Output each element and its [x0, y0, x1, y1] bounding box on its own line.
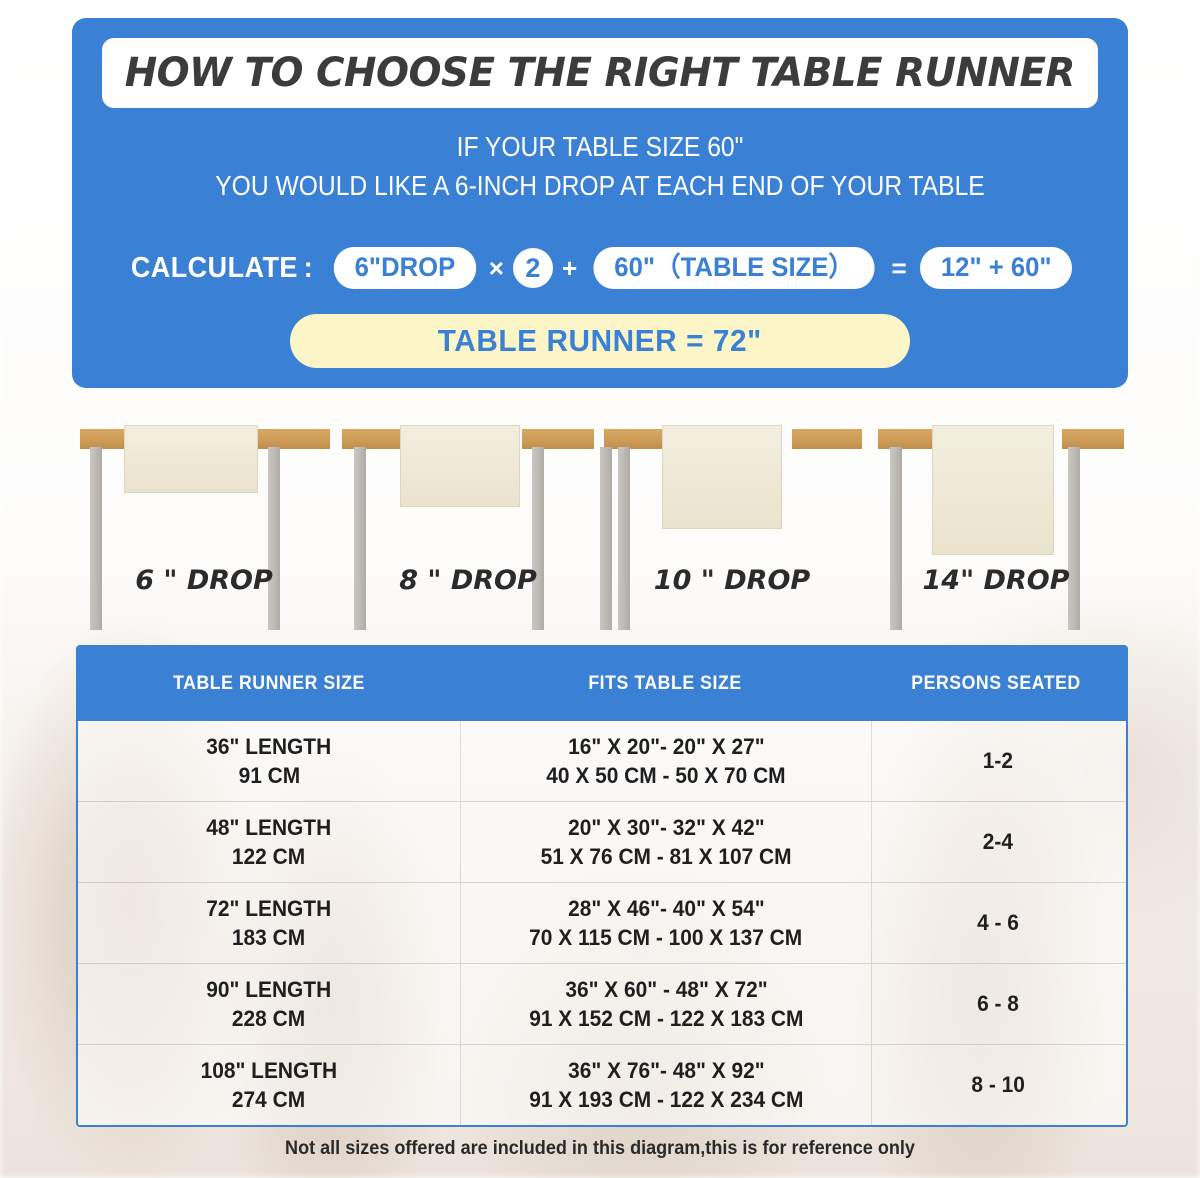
cell-runner-size: 36" LENGTH 91 CM [78, 721, 461, 801]
drop-illustration-8in: 8 " DROP [336, 415, 600, 630]
cell-runner-size: 72" LENGTH 183 CM [78, 883, 461, 963]
fits-cm: 91 X 152 CM - 122 X 183 CM [528, 1006, 804, 1031]
cell-fits-table-size: 36" X 60" - 48" X 72" 91 X 152 CM - 122 … [461, 964, 872, 1044]
tabletop-left [604, 429, 670, 449]
fits-cm: 40 X 50 CM - 50 X 70 CM [546, 763, 786, 788]
runner-cloth [932, 425, 1054, 555]
persons-value: 2-4 [982, 829, 1014, 854]
fits-inches: 36" X 76"- 48" X 92" [567, 1057, 765, 1083]
drop-illustration-14in: 14" DROP [864, 415, 1128, 630]
term-sum-pill: 12" + 60" [919, 247, 1073, 290]
column-header-fits-table: FITS TABLE SIZE [588, 673, 742, 694]
cell-fits-table-size: 20" X 30"- 32" X 42" 51 X 76 CM - 81 X 1… [461, 802, 872, 882]
column-header-runner-size: TABLE RUNNER SIZE [173, 673, 365, 694]
cell-persons-seated: 8 - 10 [872, 1045, 1124, 1125]
table-leg-right [532, 447, 544, 630]
fits-inches: 16" X 20"- 20" X 27" [567, 733, 765, 759]
tabletop-right [792, 429, 862, 449]
table-header-row: TABLE RUNNER SIZE FITS TABLE SIZE PERSON… [78, 647, 1126, 721]
table-body: 36" LENGTH 91 CM 16" X 20"- 20" X 27" 40… [78, 721, 1126, 1125]
table-leg-left [354, 447, 366, 630]
fits-inches: 20" X 30"- 32" X 42" [567, 814, 765, 840]
tabletop-right [258, 429, 330, 449]
calculation-row: CALCULATE : 6"DROP × 2 + 60"（TABLE SIZE）… [72, 247, 1128, 290]
persons-value: 1-2 [982, 748, 1014, 773]
persons-value: 8 - 10 [971, 1072, 1025, 1097]
cell-persons-seated: 2-4 [872, 802, 1124, 882]
footnote-disclaimer: Not all sizes offered are included in th… [285, 1138, 915, 1159]
tabletop-left [342, 429, 408, 449]
table-leg-left [618, 447, 630, 630]
tabletop-left [878, 429, 940, 449]
table-row: 48" LENGTH 122 CM 20" X 30"- 32" X 42" 5… [78, 802, 1126, 883]
title-plate: HOW TO CHOOSE THE RIGHT TABLE RUNNER [102, 38, 1098, 108]
equals-symbol: = [891, 252, 907, 283]
table-leg-right [1068, 447, 1080, 630]
drop-illustration-6in: 6 " DROP [72, 415, 336, 630]
table-leg-left [90, 447, 102, 630]
plus-symbol: + [561, 252, 578, 283]
hero-panel: HOW TO CHOOSE THE RIGHT TABLE RUNNER IF … [72, 18, 1128, 388]
subtitle-line-1: IF YOUR TABLE SIZE 60" [456, 131, 744, 162]
multiply-symbol: × [488, 252, 504, 283]
runner-size-cm: 274 CM [232, 1087, 306, 1112]
page-title: HOW TO CHOOSE THE RIGHT TABLE RUNNER [124, 50, 1076, 96]
runner-size-inches: 36" LENGTH [206, 733, 332, 759]
size-reference-table: TABLE RUNNER SIZE FITS TABLE SIZE PERSON… [76, 645, 1128, 1127]
cell-fits-table-size: 28" X 46"- 40" X 54" 70 X 115 CM - 100 X… [461, 883, 872, 963]
table-leg-left [890, 447, 902, 630]
subtitle-line-2: YOU WOULD LIKE A 6-INCH DROP AT EACH END… [215, 170, 985, 201]
drop-illustration-10in: 10 " DROP [600, 415, 864, 630]
result-text: TABLE RUNNER = 72" [437, 323, 763, 358]
drop-label: 6 " DROP [135, 565, 273, 596]
term-drop-pill: 6"DROP [333, 247, 477, 290]
table-row: 72" LENGTH 183 CM 28" X 46"- 40" X 54" 7… [78, 883, 1126, 964]
drop-label: 8 " DROP [399, 565, 537, 596]
runner-size-inches: 108" LENGTH [200, 1057, 338, 1083]
persons-value: 6 - 8 [977, 991, 1019, 1016]
table-leg-right [268, 447, 280, 630]
persons-value: 4 - 6 [977, 910, 1019, 935]
drop-label: 14" DROP [922, 565, 1070, 596]
runner-cloth [662, 425, 782, 529]
drop-illustrations: 6 " DROP 8 " DROP 10 " DROP 14" DROP [72, 415, 1128, 630]
runner-size-cm: 91 CM [238, 763, 300, 788]
runner-size-cm: 122 CM [232, 844, 306, 869]
tabletop-right [1062, 429, 1124, 449]
fits-cm: 91 X 193 CM - 122 X 234 CM [528, 1087, 804, 1112]
cell-fits-table-size: 36" X 76"- 48" X 92" 91 X 193 CM - 122 X… [461, 1045, 872, 1125]
cell-persons-seated: 4 - 6 [872, 883, 1124, 963]
fits-cm: 51 X 76 CM - 81 X 107 CM [540, 844, 792, 869]
term-table-size-pill: 60"（TABLE SIZE） [593, 247, 876, 290]
table-row: 108" LENGTH 274 CM 36" X 76"- 48" X 92" … [78, 1045, 1126, 1125]
fits-inches: 28" X 46"- 40" X 54" [567, 895, 765, 921]
runner-size-inches: 48" LENGTH [206, 814, 332, 840]
runner-cloth [124, 425, 258, 493]
term-multiplier-pill: 2 [512, 248, 553, 289]
cell-runner-size: 48" LENGTH 122 CM [78, 802, 461, 882]
runner-size-cm: 228 CM [232, 1006, 306, 1031]
table-row: 36" LENGTH 91 CM 16" X 20"- 20" X 27" 40… [78, 721, 1126, 802]
fits-inches: 36" X 60" - 48" X 72" [564, 976, 768, 1002]
runner-size-cm: 183 CM [232, 925, 306, 950]
tabletop-right [522, 429, 594, 449]
cell-runner-size: 108" LENGTH 274 CM [78, 1045, 461, 1125]
calculate-label: CALCULATE : [130, 251, 314, 284]
fits-cm: 70 X 115 CM - 100 X 137 CM [529, 925, 803, 950]
cell-fits-table-size: 16" X 20"- 20" X 27" 40 X 50 CM - 50 X 7… [461, 721, 872, 801]
drop-label: 10 " DROP [653, 565, 811, 596]
result-pill: TABLE RUNNER = 72" [290, 314, 910, 368]
table-row: 90" LENGTH 228 CM 36" X 60" - 48" X 72" … [78, 964, 1126, 1045]
runner-size-inches: 90" LENGTH [206, 976, 332, 1002]
cell-runner-size: 90" LENGTH 228 CM [78, 964, 461, 1044]
column-header-persons: PERSONS SEATED [911, 673, 1081, 694]
table-leg-right [600, 447, 612, 630]
runner-cloth [400, 425, 520, 507]
cell-persons-seated: 6 - 8 [872, 964, 1124, 1044]
cell-persons-seated: 1-2 [872, 721, 1124, 801]
runner-size-inches: 72" LENGTH [206, 895, 332, 921]
